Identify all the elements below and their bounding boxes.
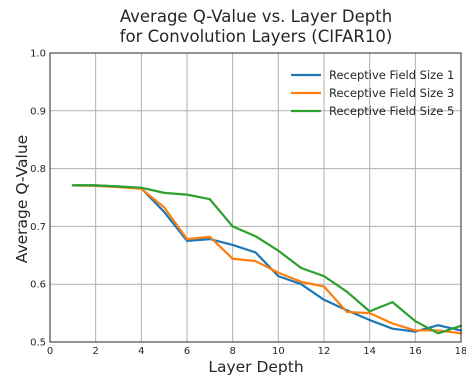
- x-tick-label: 12: [318, 346, 331, 357]
- x-tick-label: 2: [92, 346, 98, 357]
- chart-title-line-2: for Convolution Layers (CIFAR10): [120, 27, 393, 46]
- series-lines: [71, 184, 463, 335]
- chart-title-line-1: Average Q-Value vs. Layer Depth: [120, 7, 392, 26]
- legend: Receptive Field Size 1 Receptive Field Si…: [291, 68, 454, 118]
- legend-label-1: Receptive Field Size 1: [329, 68, 454, 82]
- y-tick-label: 0.5: [30, 338, 46, 349]
- y-tick-label: 0.9: [30, 106, 46, 117]
- plot-frame: [49, 52, 462, 343]
- x-axis-label: Layer Depth: [208, 358, 303, 376]
- x-tick-label: 14: [363, 346, 376, 357]
- y-tick-label: 0.6: [30, 280, 46, 291]
- y-tick-labels: 0.5 0.6 0.7 0.8 0.9 1.0: [30, 49, 46, 349]
- legend-label-3: Receptive Field Size 5: [329, 104, 454, 118]
- y-tick-label: 0.8: [30, 164, 46, 175]
- x-tick-label: 6: [184, 346, 190, 357]
- x-tick-label: 8: [229, 346, 235, 357]
- x-tick-label: 10: [272, 346, 285, 357]
- series-line-3: [71, 184, 463, 335]
- y-tick-label: 1.0: [30, 49, 46, 60]
- y-tick-label: 0.7: [30, 222, 46, 233]
- x-tick-label: 0: [47, 346, 53, 357]
- legend-label-2: Receptive Field Size 3: [329, 86, 454, 100]
- x-tick-label: 16: [409, 346, 422, 357]
- x-tick-label: 18: [455, 346, 466, 357]
- y-axis-label: Average Q-Value: [13, 135, 31, 263]
- x-tick-label: 4: [138, 346, 144, 357]
- x-tick-labels: 0 2 4 6 8 10 12 14 16 18: [47, 346, 466, 357]
